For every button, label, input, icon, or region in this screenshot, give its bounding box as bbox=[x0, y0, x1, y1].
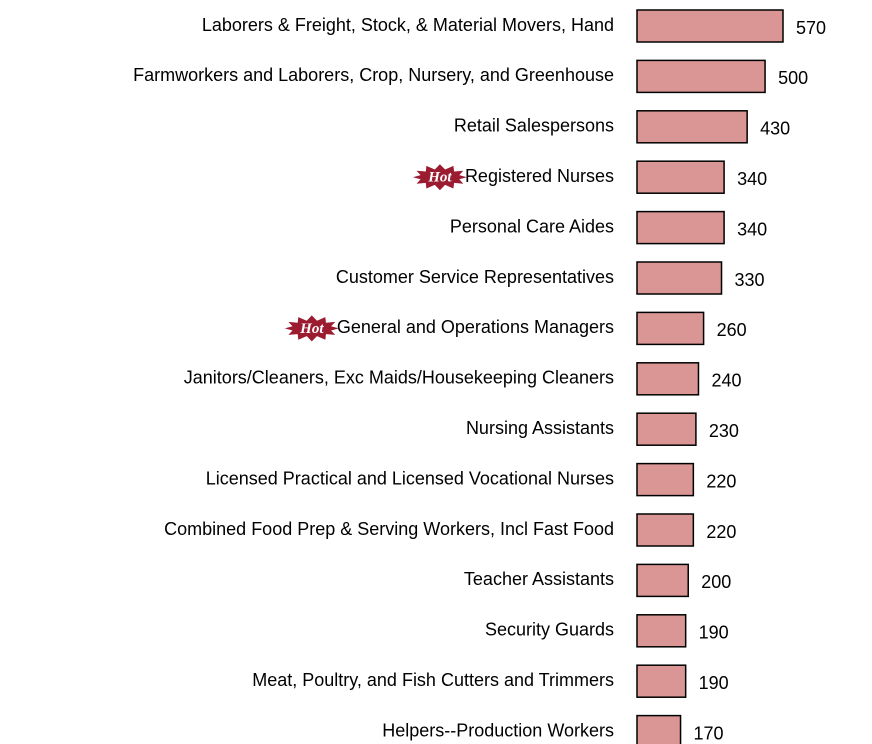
category-label: Personal Care Aides bbox=[450, 216, 614, 236]
category-label: Customer Service Representatives bbox=[336, 267, 614, 287]
value-label: 430 bbox=[760, 119, 790, 139]
bar bbox=[636, 261, 723, 295]
bar bbox=[636, 563, 689, 598]
badge-burst bbox=[284, 315, 339, 342]
value-label: 260 bbox=[717, 320, 747, 340]
bar bbox=[636, 110, 748, 144]
value-label: 340 bbox=[737, 169, 767, 189]
category-label: Farmworkers and Laborers, Crop, Nursery,… bbox=[133, 65, 614, 85]
value-label: 240 bbox=[711, 371, 741, 391]
bar bbox=[636, 664, 687, 698]
category-label: Janitors/Cleaners, Exc Maids/Housekeepin… bbox=[184, 368, 614, 388]
bar bbox=[636, 9, 784, 43]
bar bbox=[636, 160, 725, 194]
bar bbox=[636, 362, 700, 396]
badge-text: Hot bbox=[299, 321, 324, 337]
category-label: Nursing Assistants bbox=[466, 418, 614, 438]
hot-badge: Hot bbox=[412, 164, 467, 191]
category-label: Licensed Practical and Licensed Vocation… bbox=[206, 468, 614, 488]
value-label: 570 bbox=[796, 18, 826, 38]
value-label: 200 bbox=[701, 572, 731, 592]
category-label: Helpers--Production Workers bbox=[382, 720, 614, 740]
bar bbox=[636, 311, 705, 346]
value-label: 340 bbox=[737, 219, 767, 239]
bar bbox=[636, 513, 695, 547]
category-label: Combined Food Prep & Serving Workers, In… bbox=[164, 519, 614, 539]
value-label: 190 bbox=[699, 623, 729, 643]
category-label: Retail Salespersons bbox=[454, 116, 614, 136]
bar bbox=[636, 462, 695, 497]
bar bbox=[636, 210, 725, 245]
value-label: 190 bbox=[699, 673, 729, 693]
badge-text: Hot bbox=[427, 170, 452, 186]
bar bbox=[636, 614, 687, 648]
category-label: Meat, Poultry, and Fish Cutters and Trim… bbox=[252, 670, 614, 690]
badge-burst bbox=[412, 164, 467, 191]
category-label: Laborers & Freight, Stock, & Material Mo… bbox=[202, 15, 614, 35]
value-label: 170 bbox=[694, 723, 724, 743]
category-label: Registered Nurses bbox=[465, 166, 614, 186]
category-label: Security Guards bbox=[485, 620, 614, 640]
bar bbox=[636, 412, 697, 446]
bar bbox=[636, 714, 682, 744]
value-label: 500 bbox=[778, 68, 808, 88]
value-label: 230 bbox=[709, 421, 739, 441]
category-label: Teacher Assistants bbox=[464, 569, 614, 589]
value-label: 330 bbox=[735, 270, 765, 290]
hot-badge: Hot bbox=[284, 315, 339, 342]
category-label: General and Operations Managers bbox=[337, 317, 614, 337]
bar bbox=[636, 59, 766, 94]
value-label: 220 bbox=[706, 471, 736, 491]
value-label: 220 bbox=[706, 522, 736, 542]
